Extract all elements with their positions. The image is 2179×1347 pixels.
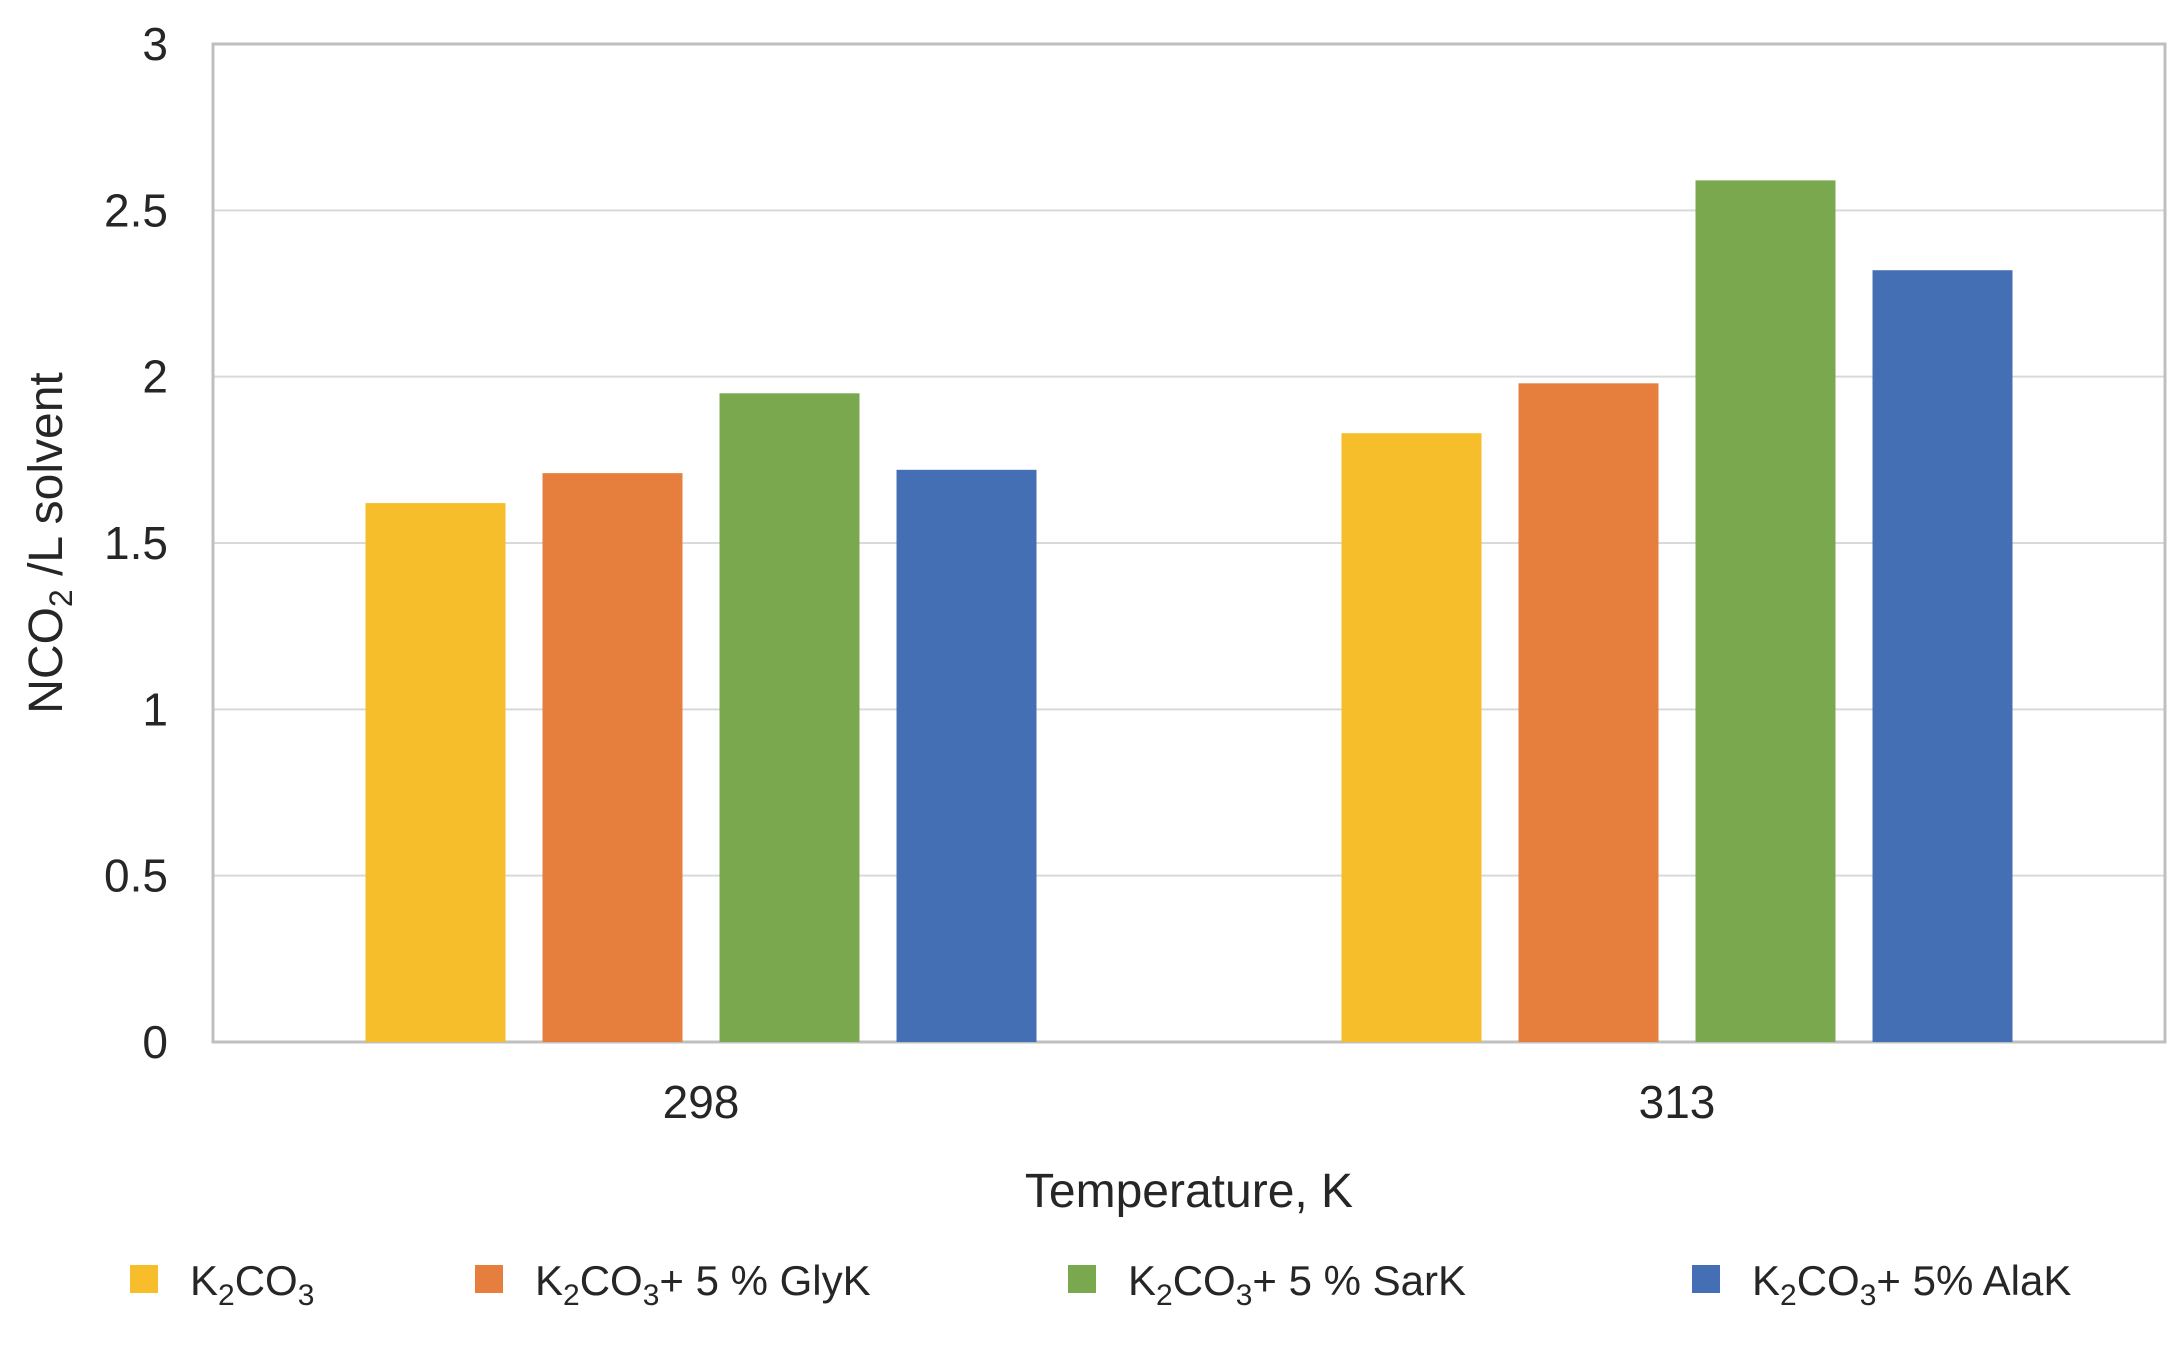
y-axis-ticks: 0 0.5 1 1.5 2 2.5 3 [104,18,168,1068]
legend-item-1: K2CO3 [130,1257,314,1312]
legend-swatch [475,1265,503,1293]
y-axis-title-suffix: /L solvent [20,372,73,589]
legend-swatch [1692,1265,1720,1293]
bar-313-2 [1518,383,1659,1042]
bar-313-3 [1695,180,1836,1043]
plot-area-border [211,42,2167,1044]
y-tick-label: 2 [142,351,168,403]
bar-298-2 [542,473,683,1042]
y-tick-label: 0.5 [104,850,168,902]
legend-label: K2CO3 [190,1257,314,1312]
legend-label: K2CO3+ 5 % GlyK [535,1257,871,1312]
legend: K2CO3 K2CO3+ 5 % GlyK K2CO3+ 5 % SarK K2CO3… [130,1257,2071,1312]
legend-swatch [130,1265,158,1293]
y-axis-title-prefix: NCO [20,607,73,714]
legend-label: K2CO3+ 5 % SarK [1128,1257,1466,1312]
y-tick-label: 3 [142,18,168,70]
legend-item-2: K2CO3+ 5 % GlyK [475,1257,871,1312]
y-tick-label: 2.5 [104,184,168,236]
bar-313-4 [1872,270,2013,1042]
x-axis-ticks: 298 313 [663,1076,1716,1128]
bar-313-1 [1341,433,1482,1043]
gridlines [213,209,2165,877]
legend-label: K2CO3+ 5% AlaK [1752,1257,2071,1312]
legend-swatch [1068,1265,1096,1293]
x-tick-label: 313 [1639,1076,1716,1128]
x-axis-title: Temperature, K [1025,1165,1353,1218]
legend-item-3: K2CO3+ 5 % SarK [1068,1257,1466,1312]
bar-298-4 [896,469,1037,1042]
y-axis-title: NCO2 /L solvent [20,372,79,713]
bar-298-3 [719,393,860,1042]
x-tick-label: 298 [663,1076,740,1128]
y-tick-label: 1.5 [104,517,168,569]
bar-298-1 [365,503,506,1043]
y-tick-label: 1 [142,683,168,735]
y-tick-label: 0 [142,1016,168,1068]
bars [365,180,2013,1043]
legend-item-4: K2CO3+ 5% AlaK [1692,1257,2071,1312]
y-axis-title-subscript: 2 [43,589,79,607]
